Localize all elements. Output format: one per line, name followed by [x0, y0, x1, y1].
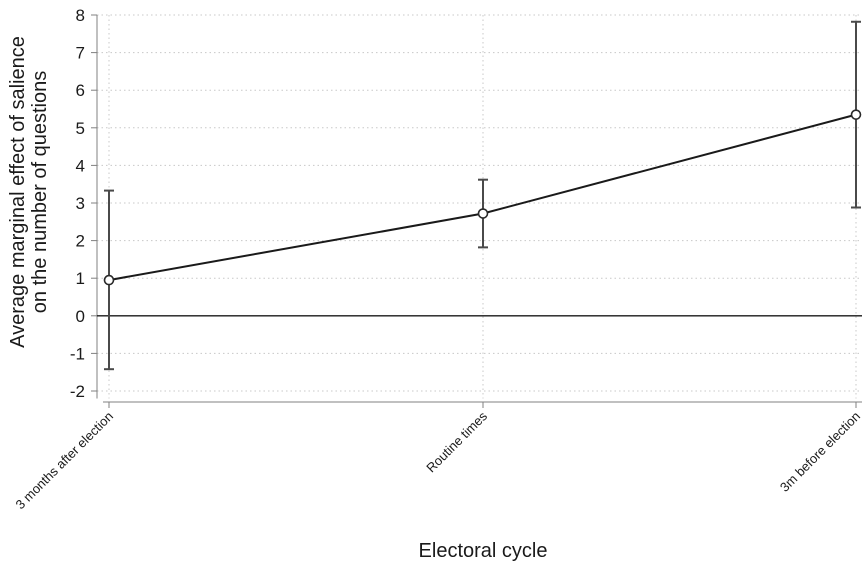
data-point-marker — [850, 109, 862, 120]
data-point-marker — [477, 208, 489, 219]
y-tick-label: 0 — [76, 307, 85, 326]
y-tick-label: 4 — [76, 156, 85, 175]
y-tick-label: 6 — [76, 81, 85, 100]
y-tick-label: 1 — [76, 269, 85, 288]
grid-lines — [97, 14, 862, 399]
y-tick-label: 8 — [76, 6, 85, 25]
axes — [91, 14, 862, 408]
x-tick-label: 3m before election — [777, 409, 863, 495]
y-tick-label: 7 — [76, 44, 85, 63]
x-tick-label: Routine times — [423, 408, 490, 475]
x-axis-title: Electoral cycle — [419, 540, 548, 562]
y-tick-label: 5 — [76, 119, 85, 138]
data-point-marker — [103, 274, 115, 286]
x-tick-labels: 3 months after election Routine times 3m b… — [13, 408, 864, 512]
series-line — [103, 20, 862, 371]
y-tick-label: 3 — [76, 194, 85, 213]
y-axis-title-line-1: Average marginal effect of salience — [7, 36, 29, 348]
y-axis-title-line-2: on the number of questions — [29, 71, 51, 313]
y-tick-label: -1 — [70, 344, 85, 363]
x-tick-label: 3 months after election — [13, 409, 117, 513]
y-tick-label: -2 — [70, 382, 85, 401]
y-tick-label: 2 — [76, 232, 85, 251]
y-tick-labels: -2 -1 0 1 2 3 4 5 6 7 8 — [70, 6, 85, 401]
